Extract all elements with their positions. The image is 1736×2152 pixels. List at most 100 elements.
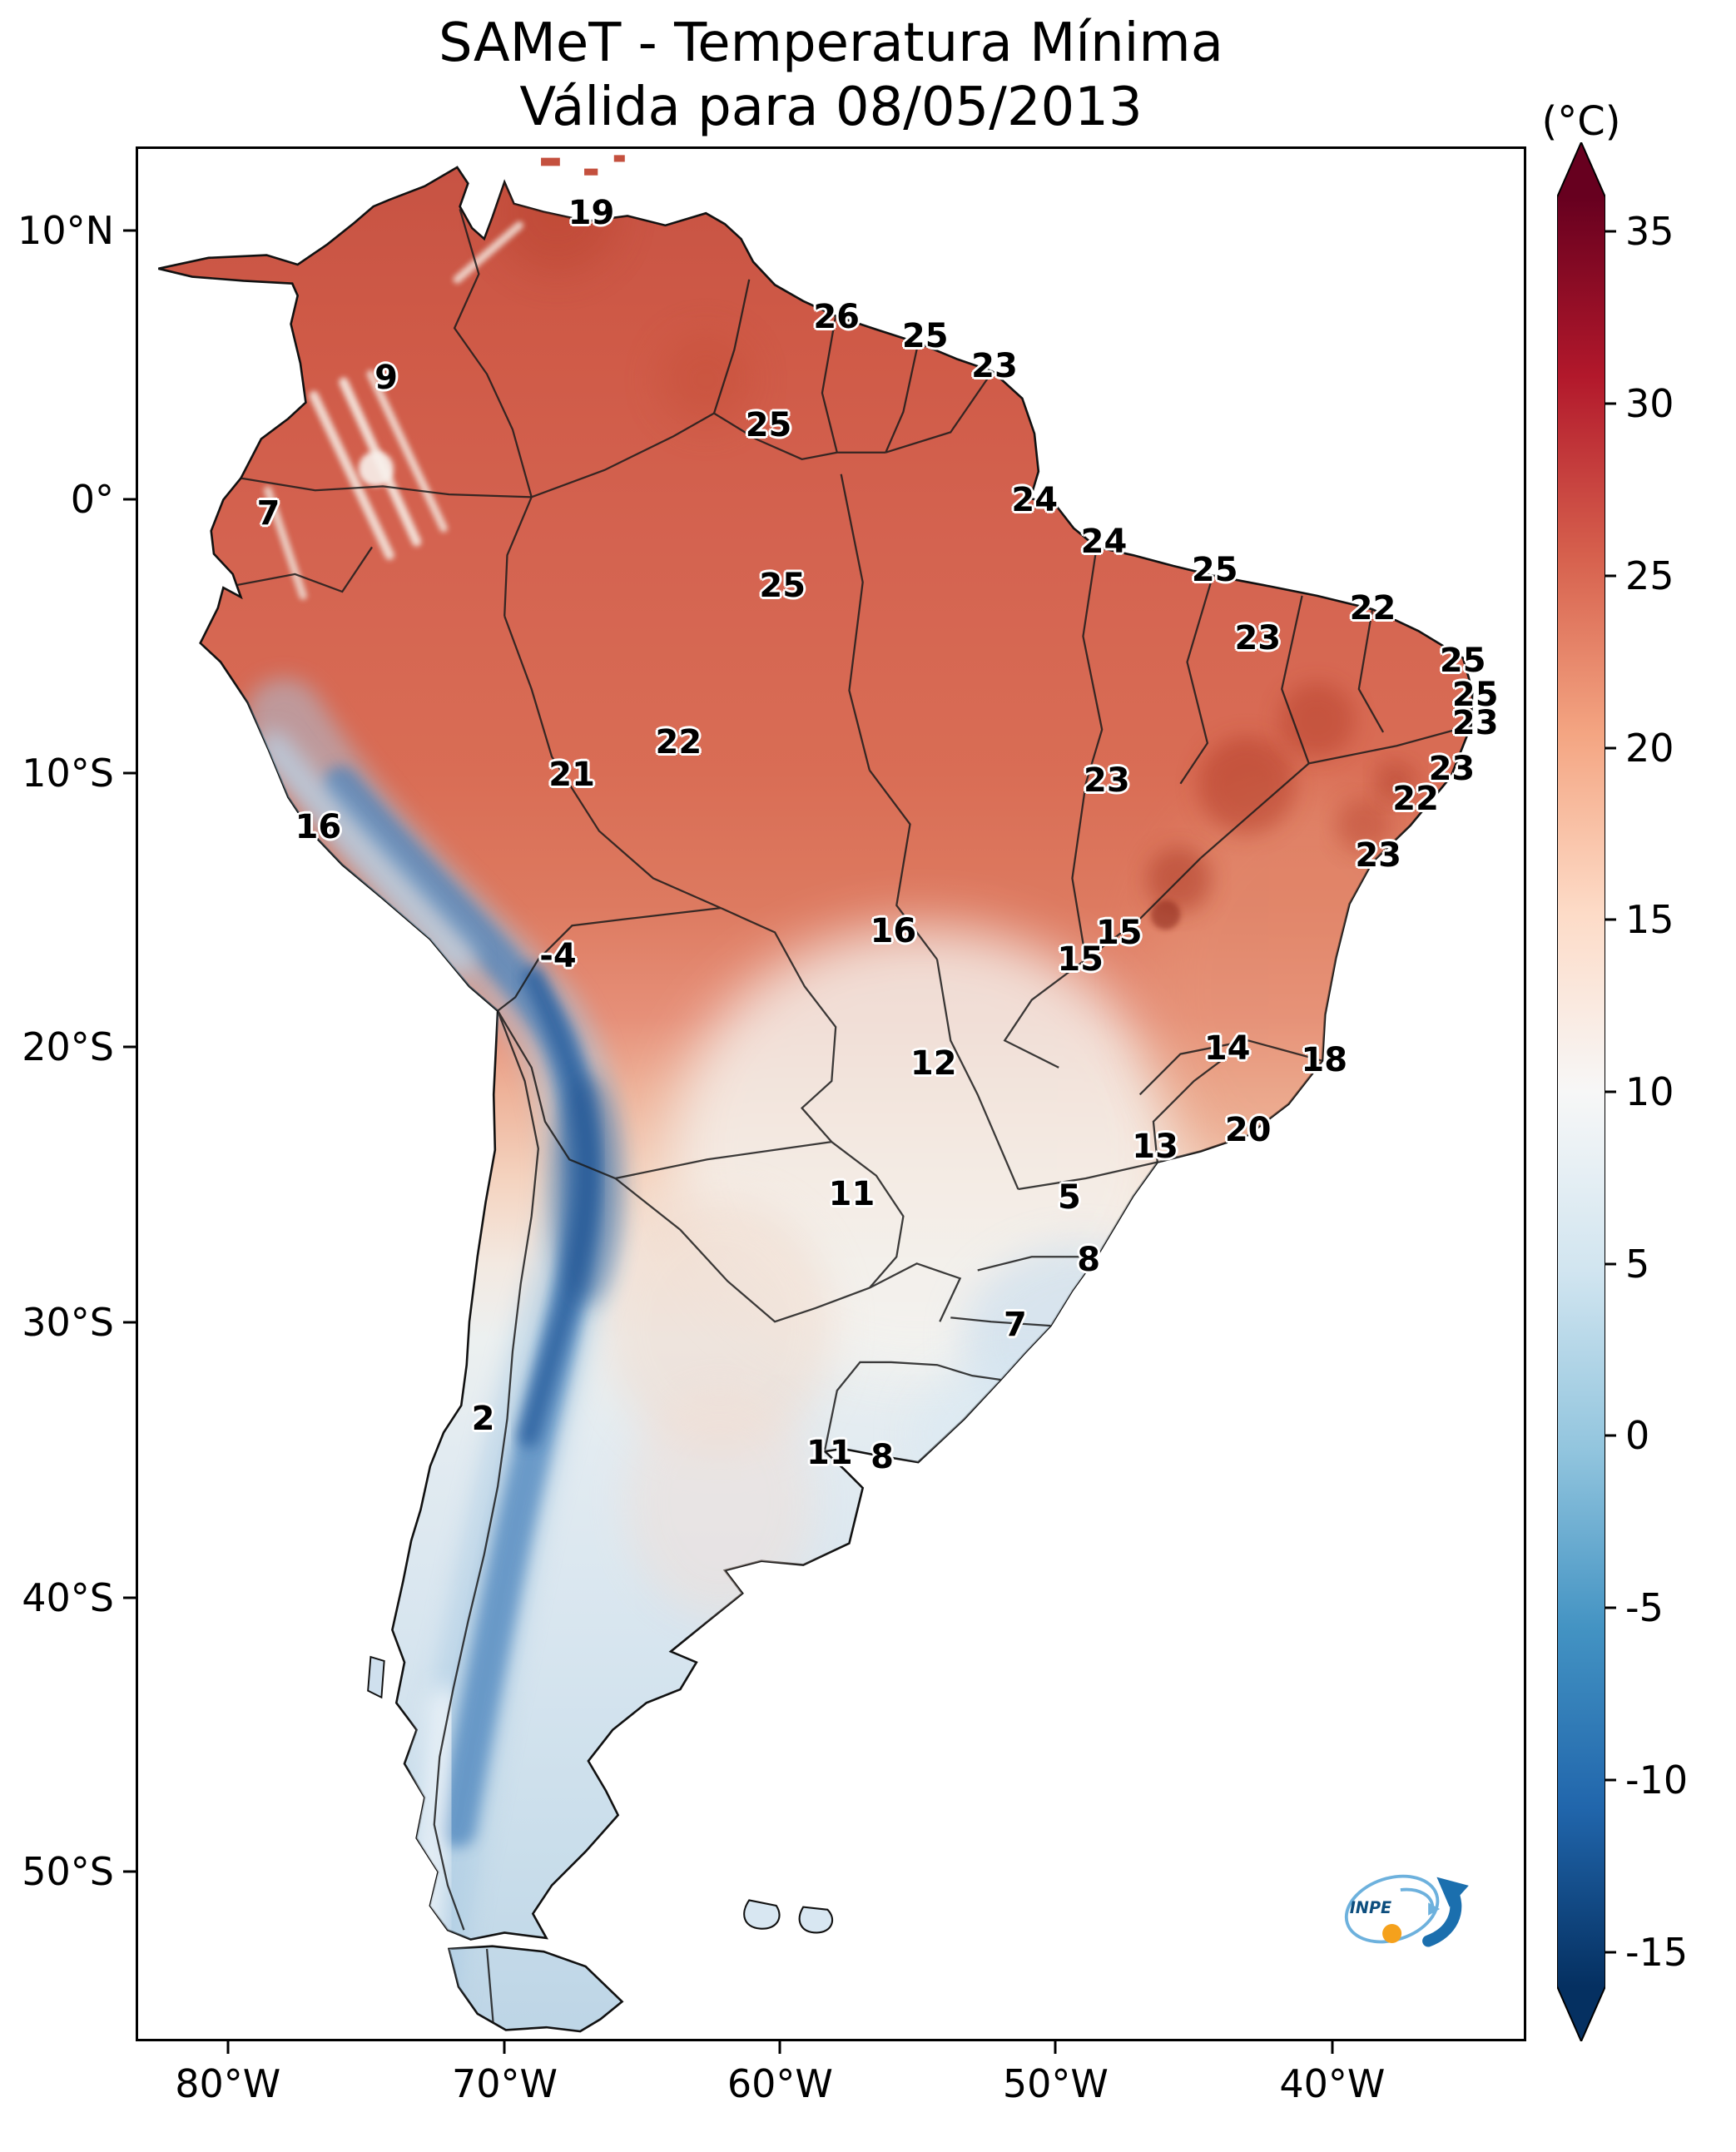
temp-label: 22 (1349, 588, 1396, 627)
temp-label: 7 (256, 494, 280, 533)
temp-label: 7 (1004, 1305, 1027, 1344)
temperature-labels-layer: 19 26 25 23 9 25 7 24 24 25 25 22 23 25 25 23 22 23 21 23 22… (138, 149, 1524, 2039)
colorbar-tick-mark (1605, 918, 1616, 921)
temp-label: 25 (759, 566, 806, 605)
temp-label: 9 (374, 358, 398, 397)
lat-tick-label: 40°S (22, 1574, 114, 1620)
colorbar-gradient-bar (1556, 140, 1606, 2044)
lat-tick-mark (123, 229, 136, 232)
temp-label: 11 (828, 1174, 875, 1213)
temp-label: 23 (971, 347, 1018, 386)
inpe-logo-text: INPE (1350, 1898, 1391, 1917)
temp-label: 16 (870, 912, 917, 951)
temp-label: 23 (1451, 704, 1499, 743)
temp-label: 23 (1428, 749, 1476, 788)
south-america-map (158, 155, 1474, 2033)
colorbar-tick-label: -5 (1625, 1585, 1664, 1631)
lat-tick-label: 10°N (17, 208, 114, 254)
temp-label: -4 (539, 936, 577, 975)
inpe-logo: INPE (1345, 1874, 1470, 1947)
temp-label: 19 (568, 194, 615, 233)
temp-label: 25 (1191, 551, 1238, 590)
temp-label: 23 (1234, 619, 1282, 658)
longitude-axis: 80°W 70°W 60°W 50°W 40°W (136, 2041, 1526, 2133)
chart-title: SAMeT - Temperatura Mínima Válida para 0… (136, 12, 1526, 140)
country-borders (223, 209, 1471, 2029)
temp-label: 23 (1355, 836, 1402, 875)
lat-tick-mark (123, 1045, 136, 1049)
colorbar-tick-label: 35 (1625, 209, 1674, 255)
temp-label: 5 (1057, 1178, 1081, 1217)
caribbean-islands (541, 155, 625, 176)
lon-tick-mark (503, 2041, 506, 2054)
colorbar-tick-label: 10 (1625, 1069, 1674, 1114)
colorbar-tick-label: -10 (1625, 1757, 1689, 1802)
temp-label: 2 (471, 1400, 495, 1439)
pale-highland-strips (264, 221, 523, 600)
temp-label: 22 (1392, 780, 1439, 819)
colorbar-tick-label: 25 (1625, 553, 1674, 598)
temp-label: 24 (1011, 481, 1059, 520)
temp-label: 24 (1080, 523, 1128, 562)
colorbar-tick-mark (1605, 574, 1616, 578)
lon-tick-label: 40°W (1279, 2061, 1386, 2106)
temp-label: 25 (1439, 642, 1486, 681)
temp-label: 21 (548, 755, 595, 794)
temp-label: 25 (1451, 676, 1499, 715)
colorbar: 35 30 25 20 15 10 5 0 -5 -10 -15 (1556, 140, 1736, 2044)
colorbar-tick-mark (1605, 746, 1616, 750)
lat-tick-label: 20°S (22, 1024, 114, 1070)
temp-label: 22 (655, 723, 702, 762)
temp-label: 12 (910, 1044, 957, 1083)
lon-tick-mark (1054, 2041, 1057, 2054)
lat-tick-mark (123, 498, 136, 501)
latitude-axis: 10°N 0° 10°S 20°S 30°S 40°S 50°S (0, 146, 136, 2041)
temp-label: 18 (1301, 1040, 1348, 1079)
colorbar-tick-mark (1605, 1778, 1616, 1782)
inpe-orange-dot-icon (1382, 1923, 1402, 1943)
lat-tick-mark (123, 771, 136, 775)
chart-title-line2: Válida para 08/05/2013 (519, 76, 1143, 138)
colorbar-tick-mark (1605, 1606, 1616, 1609)
temp-label: 15 (1057, 940, 1104, 979)
temp-label: 16 (295, 808, 342, 847)
colorbar-tick-mark (1605, 1434, 1616, 1437)
map-frame: 19 26 25 23 9 25 7 24 24 25 25 22 23 25 25 23 22 23 21 23 22… (136, 146, 1526, 2041)
colorbar-tick-mark (1605, 1262, 1616, 1266)
colorbar-unit-label: (°C) (1541, 98, 1621, 145)
colorbar-tick-mark (1605, 1951, 1616, 1954)
lat-tick-mark (123, 1596, 136, 1599)
lat-tick-label: 0° (70, 476, 114, 522)
lon-tick-label: 60°W (727, 2061, 833, 2106)
temp-label: 25 (745, 405, 792, 444)
inpe-orbit-arrowhead-icon (1428, 1902, 1441, 1916)
colorbar-tick-label: 15 (1625, 897, 1674, 943)
colorbar-tick-label: 30 (1625, 381, 1674, 427)
colorbar-tick-label: 0 (1625, 1413, 1650, 1459)
inpe-swoosh-arrowhead-icon (1436, 1877, 1470, 1907)
temp-label: 13 (1132, 1128, 1178, 1167)
colorbar-tick-label: -15 (1625, 1929, 1689, 1975)
chart-title-line1: SAMeT - Temperatura Mínima (439, 12, 1223, 74)
temp-label: 15 (1095, 914, 1143, 953)
lat-tick-label: 10°S (22, 751, 114, 796)
lon-tick-label: 80°W (175, 2061, 281, 2106)
colorbar-tick-label: 5 (1625, 1241, 1650, 1287)
temp-label: 26 (813, 298, 860, 337)
temp-label: 20 (1224, 1110, 1272, 1149)
temp-label: 14 (1203, 1029, 1251, 1068)
temp-label: 8 (870, 1437, 895, 1476)
lon-tick-label: 50°W (1002, 2061, 1109, 2106)
lat-tick-label: 50°S (22, 1849, 114, 1895)
inpe-orbit-inner-icon (1400, 1887, 1435, 1907)
temp-label: 8 (1077, 1241, 1101, 1280)
colorbar-tick-label: 20 (1625, 725, 1674, 771)
temp-label: 25 (901, 316, 949, 355)
temp-label: 11 (806, 1433, 853, 1472)
colorbar-tick-mark (1605, 402, 1616, 405)
lon-tick-label: 70°W (451, 2061, 558, 2106)
temp-label: 23 (1083, 761, 1130, 800)
lon-tick-mark (1331, 2041, 1334, 2054)
lon-tick-mark (778, 2041, 781, 2054)
